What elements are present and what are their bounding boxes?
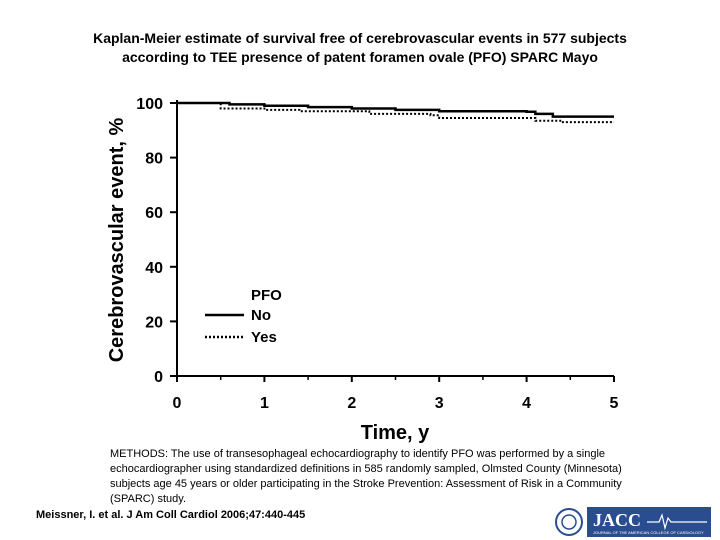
citation: Meissner, I. et al. J Am Coll Cardiol 20… (36, 509, 306, 521)
slide-title-line-2: according to TEE presence of patent fora… (122, 49, 598, 65)
series-line-no (177, 101, 614, 118)
logo-subtext: JOURNAL OF THE AMERICAN COLLEGE OF CARDI… (593, 530, 704, 535)
series-line-yes (177, 102, 614, 124)
y-tick-label-60: 60 (145, 205, 163, 222)
x-tick-label-0: 0 (173, 395, 182, 412)
x-tick-label-3: 3 (435, 395, 444, 412)
legend-title: PFO (251, 287, 282, 304)
methods-note: METHODS: The use of transesophageal echo… (110, 448, 622, 505)
x-tick-label-4: 4 (522, 395, 531, 412)
y-axis-label: Cerebrovascular event, % (106, 118, 128, 363)
y-tick-label-40: 40 (145, 260, 163, 277)
x-tick-label-5: 5 (610, 395, 619, 412)
y-tick-label-80: 80 (145, 151, 163, 168)
slide-title-line-1: Kaplan-Meier estimate of survival free o… (93, 30, 627, 46)
legend: PFO No Yes (205, 287, 282, 346)
legend-label-no: No (251, 307, 271, 324)
x-tick-label-1: 1 (260, 395, 269, 412)
acc-seal-icon (555, 508, 583, 536)
y-tick-label-0: 0 (154, 369, 163, 386)
ecg-trace-icon (647, 513, 707, 531)
slide-title: Kaplan-Meier estimate of survival free o… (0, 29, 720, 67)
jacc-logo: JACC JOURNAL OF THE AMERICAN COLLEGE OF … (555, 507, 711, 537)
y-tick-label-100: 100 (136, 96, 163, 113)
x-tick-label-2: 2 (347, 395, 356, 412)
axes: 0 20 40 60 80 100 0 1 2 3 4 5 (136, 96, 618, 412)
survival-curves (177, 101, 614, 124)
logo-text: JACC (593, 510, 641, 530)
y-tick-label-20: 20 (145, 314, 163, 331)
x-axis-label: Time, y (361, 422, 430, 444)
legend-label-yes: Yes (251, 329, 277, 346)
